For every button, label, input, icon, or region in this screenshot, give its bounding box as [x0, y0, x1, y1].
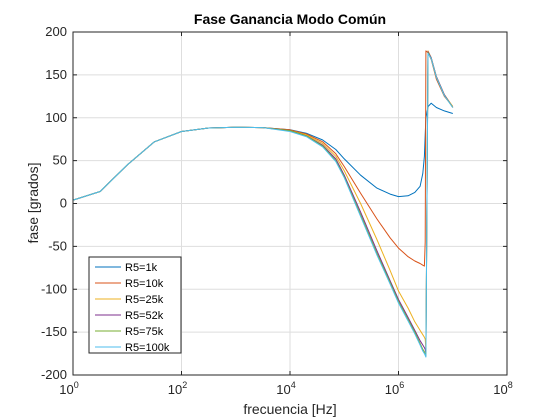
legend-label: R5=25k	[125, 294, 164, 306]
legend-box	[88, 256, 182, 354]
y-axis-label: fase [grados]	[25, 163, 41, 244]
y-tick-label: 150	[45, 67, 67, 82]
chart-title: Fase Ganancia Modo Común	[194, 11, 386, 27]
y-tick-label: 200	[45, 24, 67, 39]
y-tick-label: -150	[41, 324, 67, 339]
series-lines	[72, 50, 454, 358]
legend-label: R5=100k	[125, 342, 170, 354]
x-tick-label: 106	[385, 380, 404, 397]
x-axis-ticks: 100 102 104 106 108	[59, 32, 513, 397]
legend-label: R5=1k	[125, 262, 158, 274]
y-tick-label: 0	[60, 196, 67, 211]
y-tick-label: -200	[41, 367, 67, 382]
legend-label: R5=10k	[125, 278, 164, 290]
series-line-r5-100k	[72, 52, 454, 358]
legend-label: R5=52k	[125, 310, 164, 322]
x-tick-label: 108	[493, 380, 512, 397]
x-tick-label: 104	[276, 380, 295, 397]
x-axis-label: frecuencia [Hz]	[243, 401, 336, 417]
legend-label: R5=75k	[125, 326, 164, 338]
x-tick-label: 102	[168, 380, 187, 397]
y-tick-label: 100	[45, 110, 67, 125]
x-tick-label: 100	[59, 380, 78, 397]
y-tick-label: -100	[41, 281, 67, 296]
y-tick-label: 50	[53, 153, 67, 168]
legend: R5=1k R5=10k R5=25k R5=52k R5=75k R5=100k	[88, 256, 182, 354]
y-axis-ticks: 200 150 100 50 0 -50 -100 -150 -200	[41, 24, 507, 382]
y-tick-label: -50	[48, 238, 67, 253]
